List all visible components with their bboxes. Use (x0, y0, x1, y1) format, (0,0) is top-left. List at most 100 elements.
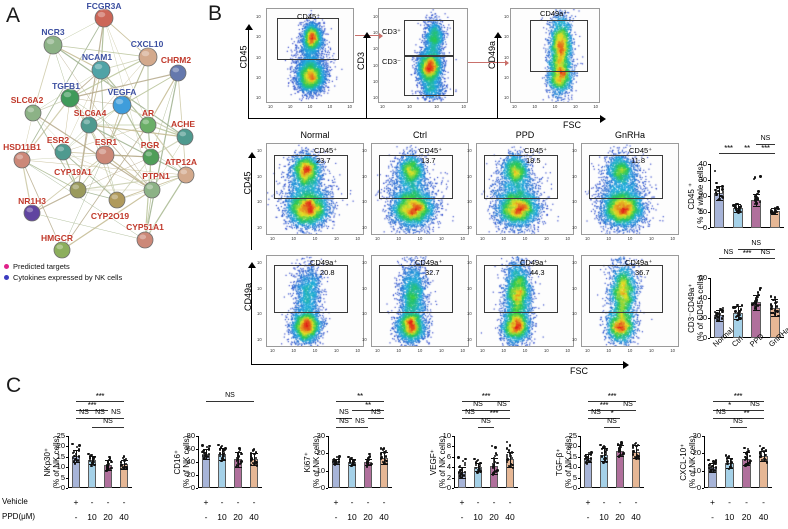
chart-bar[interactable] (631, 451, 641, 488)
ppd-row-value: 20 (363, 512, 373, 522)
network-node-cyp2o19[interactable] (108, 191, 126, 209)
gene-label-vegfa: VEGFA (107, 86, 137, 97)
flow-x-ticks: 10 10 10 10 10 (375, 236, 465, 241)
vehicle-row-value: - (508, 497, 512, 507)
network-node-chrm2[interactable] (169, 64, 187, 82)
flow-gate[interactable] (484, 265, 558, 313)
flow-x-ticks: 10 10 10 10 10 (512, 104, 598, 109)
chart-bar[interactable] (714, 315, 725, 338)
chart-y-tickmark (707, 228, 710, 229)
flow-plot-cd45-gnrha[interactable] (581, 143, 679, 235)
chart-data-point (382, 447, 386, 450)
flow-gate[interactable] (484, 155, 558, 199)
chart-bar[interactable] (87, 459, 97, 488)
network-node-esr2[interactable] (54, 143, 72, 161)
network-node-hmgcr[interactable] (53, 241, 71, 259)
chart-data-point (381, 460, 385, 464)
vehicle-row-value: + (333, 497, 339, 507)
network-node-cxcl10[interactable] (138, 47, 158, 67)
chart-data-point (71, 442, 74, 446)
chart-data-point (92, 458, 96, 461)
chart-data-point (635, 444, 638, 448)
chart-y-tickmark (701, 453, 704, 455)
chart-bar[interactable] (217, 454, 227, 488)
chart-y-tickmark (325, 470, 328, 472)
network-node-atp12a[interactable] (177, 166, 195, 184)
chart-bar[interactable] (599, 454, 609, 488)
network-node-hsd11b1[interactable] (13, 151, 31, 169)
chart-data-point (367, 458, 370, 462)
chart-error-bar (756, 193, 758, 207)
chart-bar[interactable] (249, 458, 259, 488)
chart-data-point (622, 451, 625, 455)
chart-bar[interactable] (758, 455, 769, 488)
chart-data-point (714, 466, 718, 469)
chart-bar[interactable] (583, 457, 593, 488)
flow-gate[interactable] (589, 155, 663, 199)
chart-data-point (765, 461, 769, 464)
chart-bar[interactable] (379, 457, 389, 488)
network-node-pgr[interactable] (142, 148, 160, 166)
network-node-cyp19a1[interactable] (69, 181, 87, 199)
flow-title-normal: Normal (300, 130, 330, 140)
chart-data-point (350, 464, 353, 467)
chart-data-point (739, 317, 742, 320)
flow-gate[interactable] (277, 18, 339, 60)
chart-data-point (457, 456, 460, 459)
chart-y-tick: 10 (692, 465, 701, 475)
chart-data-point (106, 460, 110, 463)
network-node-tgfb1[interactable] (60, 88, 80, 108)
chart-data-point (384, 449, 388, 453)
network-node-nr1h3[interactable] (23, 204, 41, 222)
flow-gate[interactable] (404, 56, 454, 96)
gate-label-cd45-ppd: CD45⁺ (524, 146, 548, 155)
flow-gate[interactable] (379, 155, 453, 199)
chart-bar[interactable] (707, 467, 718, 488)
chart-y-tick: 0 (702, 223, 707, 232)
chart-bar[interactable] (724, 462, 735, 488)
network-node-fcgr3a[interactable] (94, 8, 114, 28)
flow-x-ticks: 10 10 10 10 10 (270, 236, 360, 241)
chart-data-point (73, 461, 76, 464)
network-node-slc6a2[interactable] (24, 104, 42, 122)
chart-y-tick: 30 (692, 431, 701, 440)
network-node-ar[interactable] (139, 116, 157, 134)
network-node-ache[interactable] (176, 128, 194, 146)
chart-data-point (477, 468, 480, 471)
flow-gate[interactable] (530, 20, 588, 72)
chart-data-point (756, 192, 759, 196)
chart-y-tickmark (707, 180, 710, 181)
flow-gate[interactable] (379, 265, 453, 313)
chart-data-point (237, 450, 241, 454)
chart-data-point (492, 465, 495, 468)
chart-y-tickmark (577, 467, 580, 469)
gate-label-cd49a-ctrl: CD49a⁺ (415, 258, 443, 267)
chart-error-cap (752, 206, 760, 208)
chart-data-point (238, 449, 242, 452)
network-node-vegfa[interactable] (112, 95, 132, 115)
chart-data-point (491, 467, 494, 470)
flow-gate[interactable] (404, 20, 454, 56)
chart-data-point (474, 463, 478, 467)
flow-gate[interactable] (274, 155, 348, 199)
network-node-ncam1[interactable] (91, 60, 111, 80)
chart-bar[interactable] (473, 467, 483, 488)
flow-gate[interactable] (274, 265, 348, 313)
chart-error-cap (715, 320, 723, 322)
chart-bar[interactable] (71, 455, 81, 488)
network-node-slc6a4[interactable] (80, 116, 98, 134)
chart-data-point (249, 452, 252, 455)
chart-data-point (505, 453, 508, 456)
gating-plot-cd49a[interactable] (510, 8, 600, 103)
chart-bar[interactable] (505, 459, 515, 488)
network-node-ptpn1[interactable] (143, 181, 161, 199)
network-node-ncr3[interactable] (43, 35, 63, 55)
network-node-cyp51a1[interactable] (136, 231, 154, 249)
chart-data-point (605, 448, 608, 452)
chart-bar[interactable] (714, 192, 725, 228)
network-node-esr1[interactable] (95, 145, 115, 165)
chart-bar[interactable] (119, 464, 129, 488)
flow-gate[interactable] (589, 265, 663, 313)
chart-bar[interactable] (347, 462, 357, 488)
chart-bar[interactable] (769, 307, 780, 338)
